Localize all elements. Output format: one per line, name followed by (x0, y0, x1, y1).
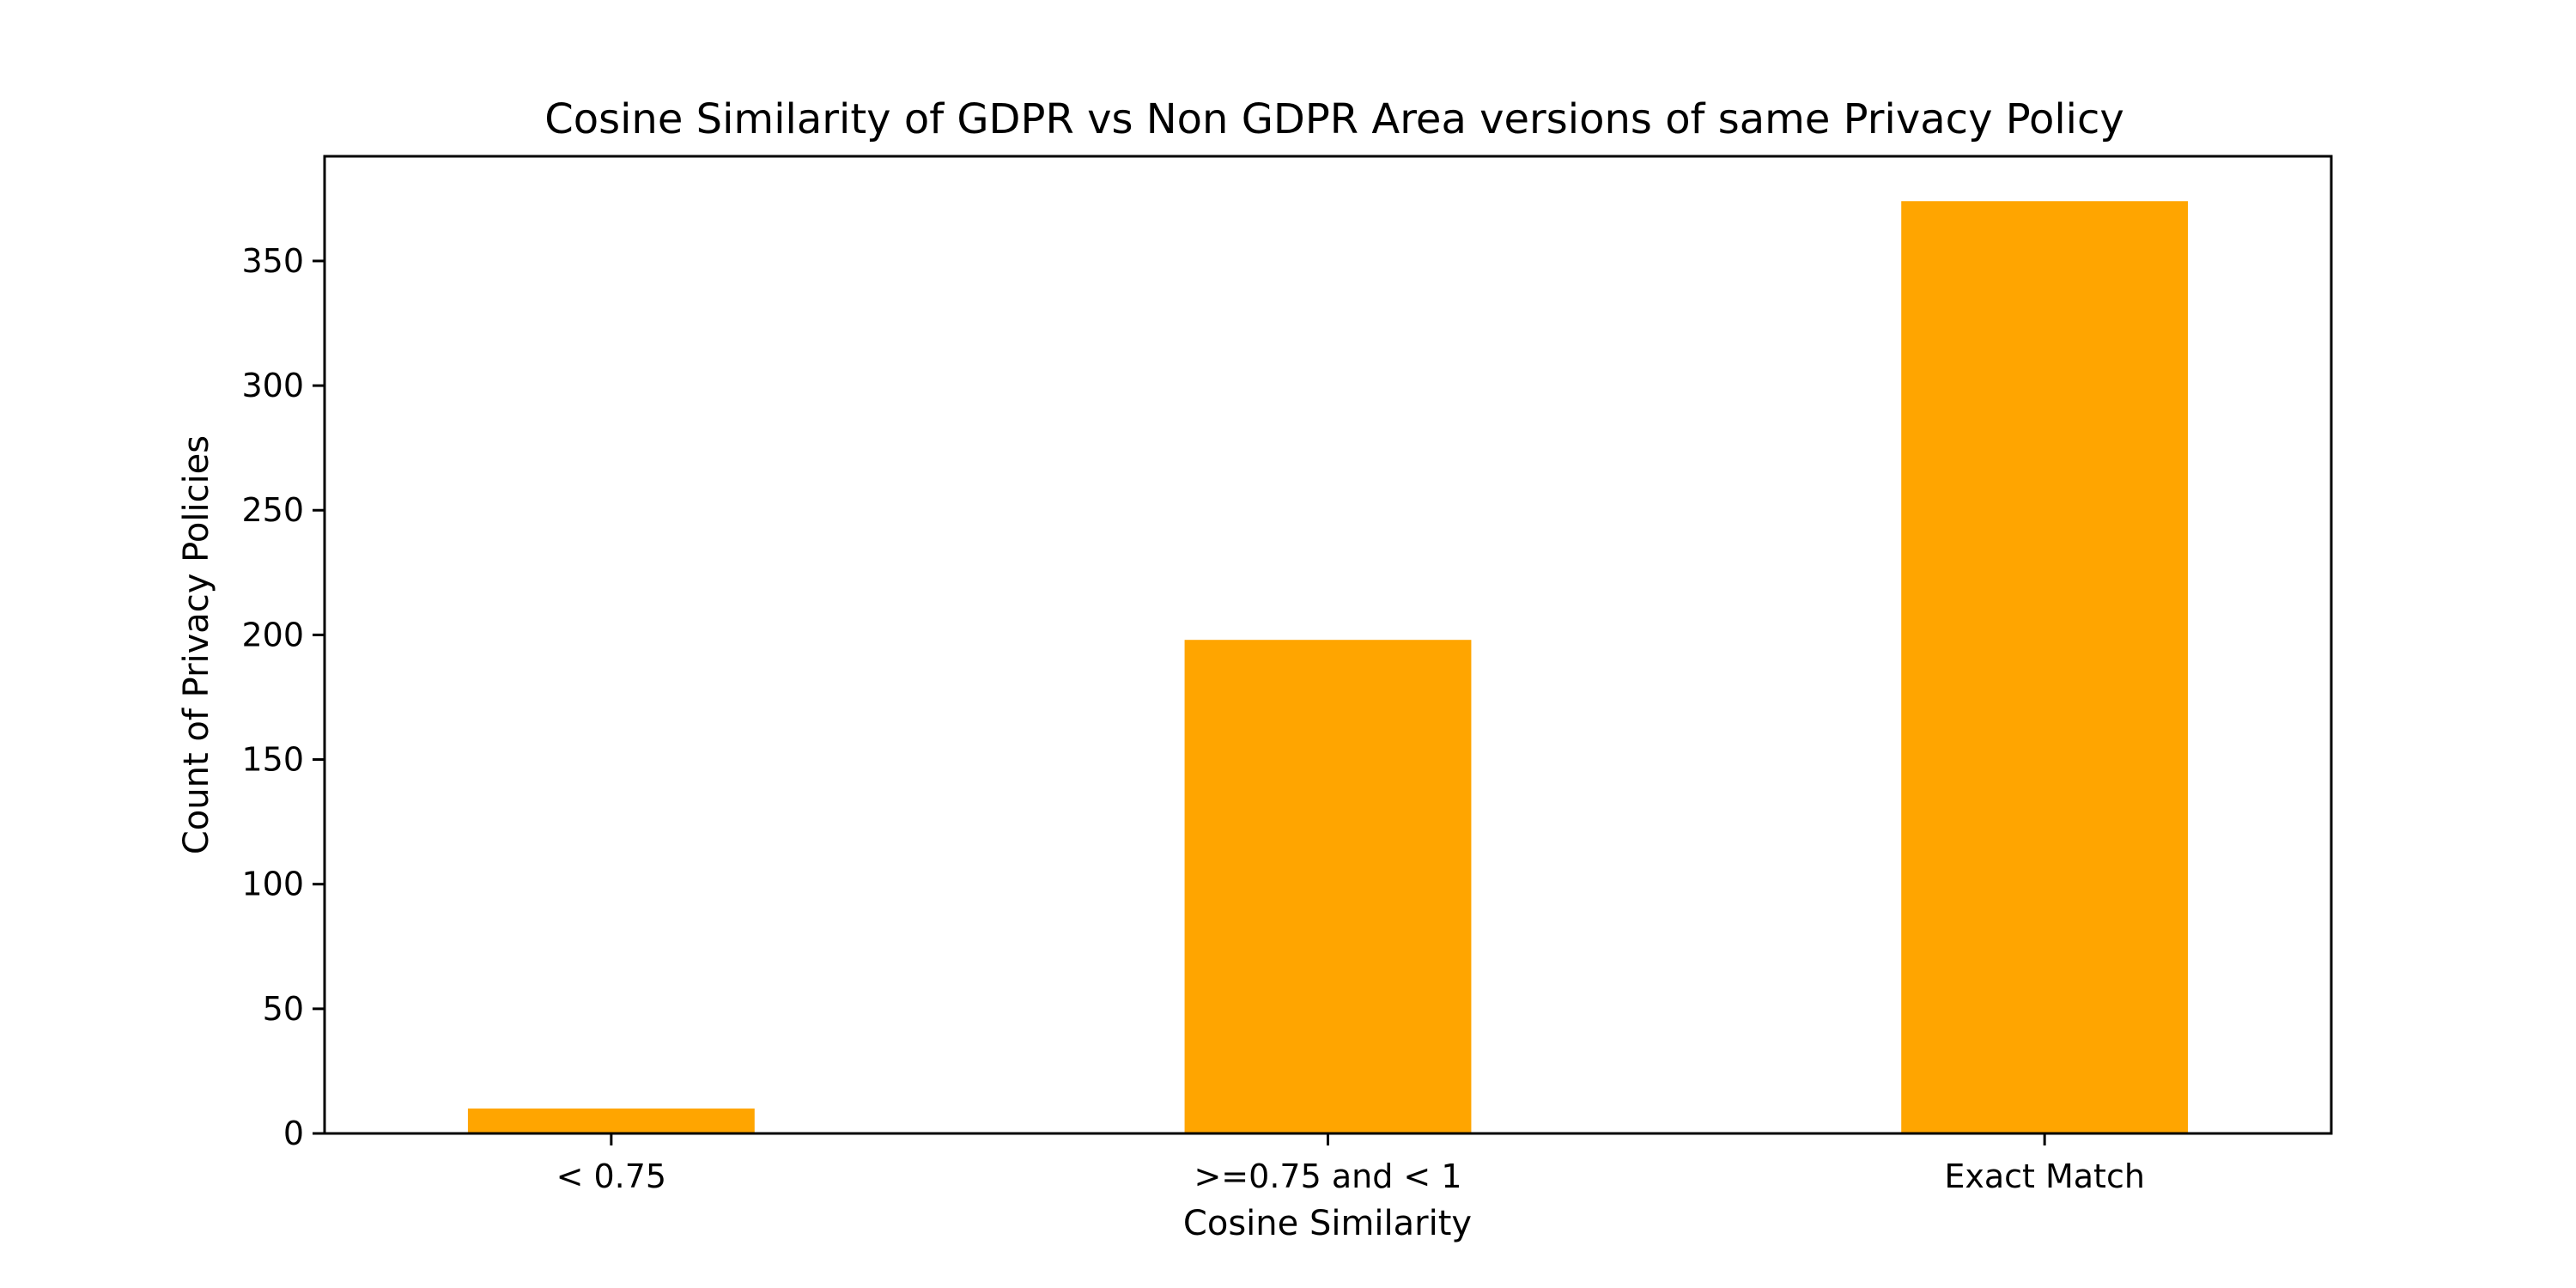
bar-2 (1901, 201, 2189, 1133)
y-axis: 0 50 100 150 200 250 300 350 (241, 242, 325, 1152)
x-tick-label: >=0.75 and < 1 (1194, 1157, 1461, 1195)
y-tick-label: 350 (241, 242, 304, 280)
bar-0 (467, 1108, 755, 1133)
y-tick-label: 200 (241, 616, 304, 653)
bar-1 (1184, 640, 1472, 1133)
y-tick-label: 150 (241, 741, 304, 779)
x-axis: < 0.75 >=0.75 and < 1 Exact Match (556, 1133, 2145, 1195)
y-axis-label: Count of Privacy Policies (177, 435, 216, 854)
y-tick-label: 100 (241, 866, 304, 903)
y-tick-label: 250 (241, 491, 304, 529)
x-axis-label: Cosine Similarity (1183, 1204, 1472, 1243)
bars-group (467, 201, 2189, 1133)
chart-title: Cosine Similarity of GDPR vs Non GDPR Ar… (544, 95, 2124, 143)
y-tick-label: 0 (283, 1115, 304, 1152)
y-tick-label: 50 (263, 990, 304, 1028)
x-tick-label: Exact Match (1944, 1157, 2145, 1195)
y-tick-label: 300 (241, 367, 304, 404)
x-tick-label: < 0.75 (556, 1157, 667, 1195)
